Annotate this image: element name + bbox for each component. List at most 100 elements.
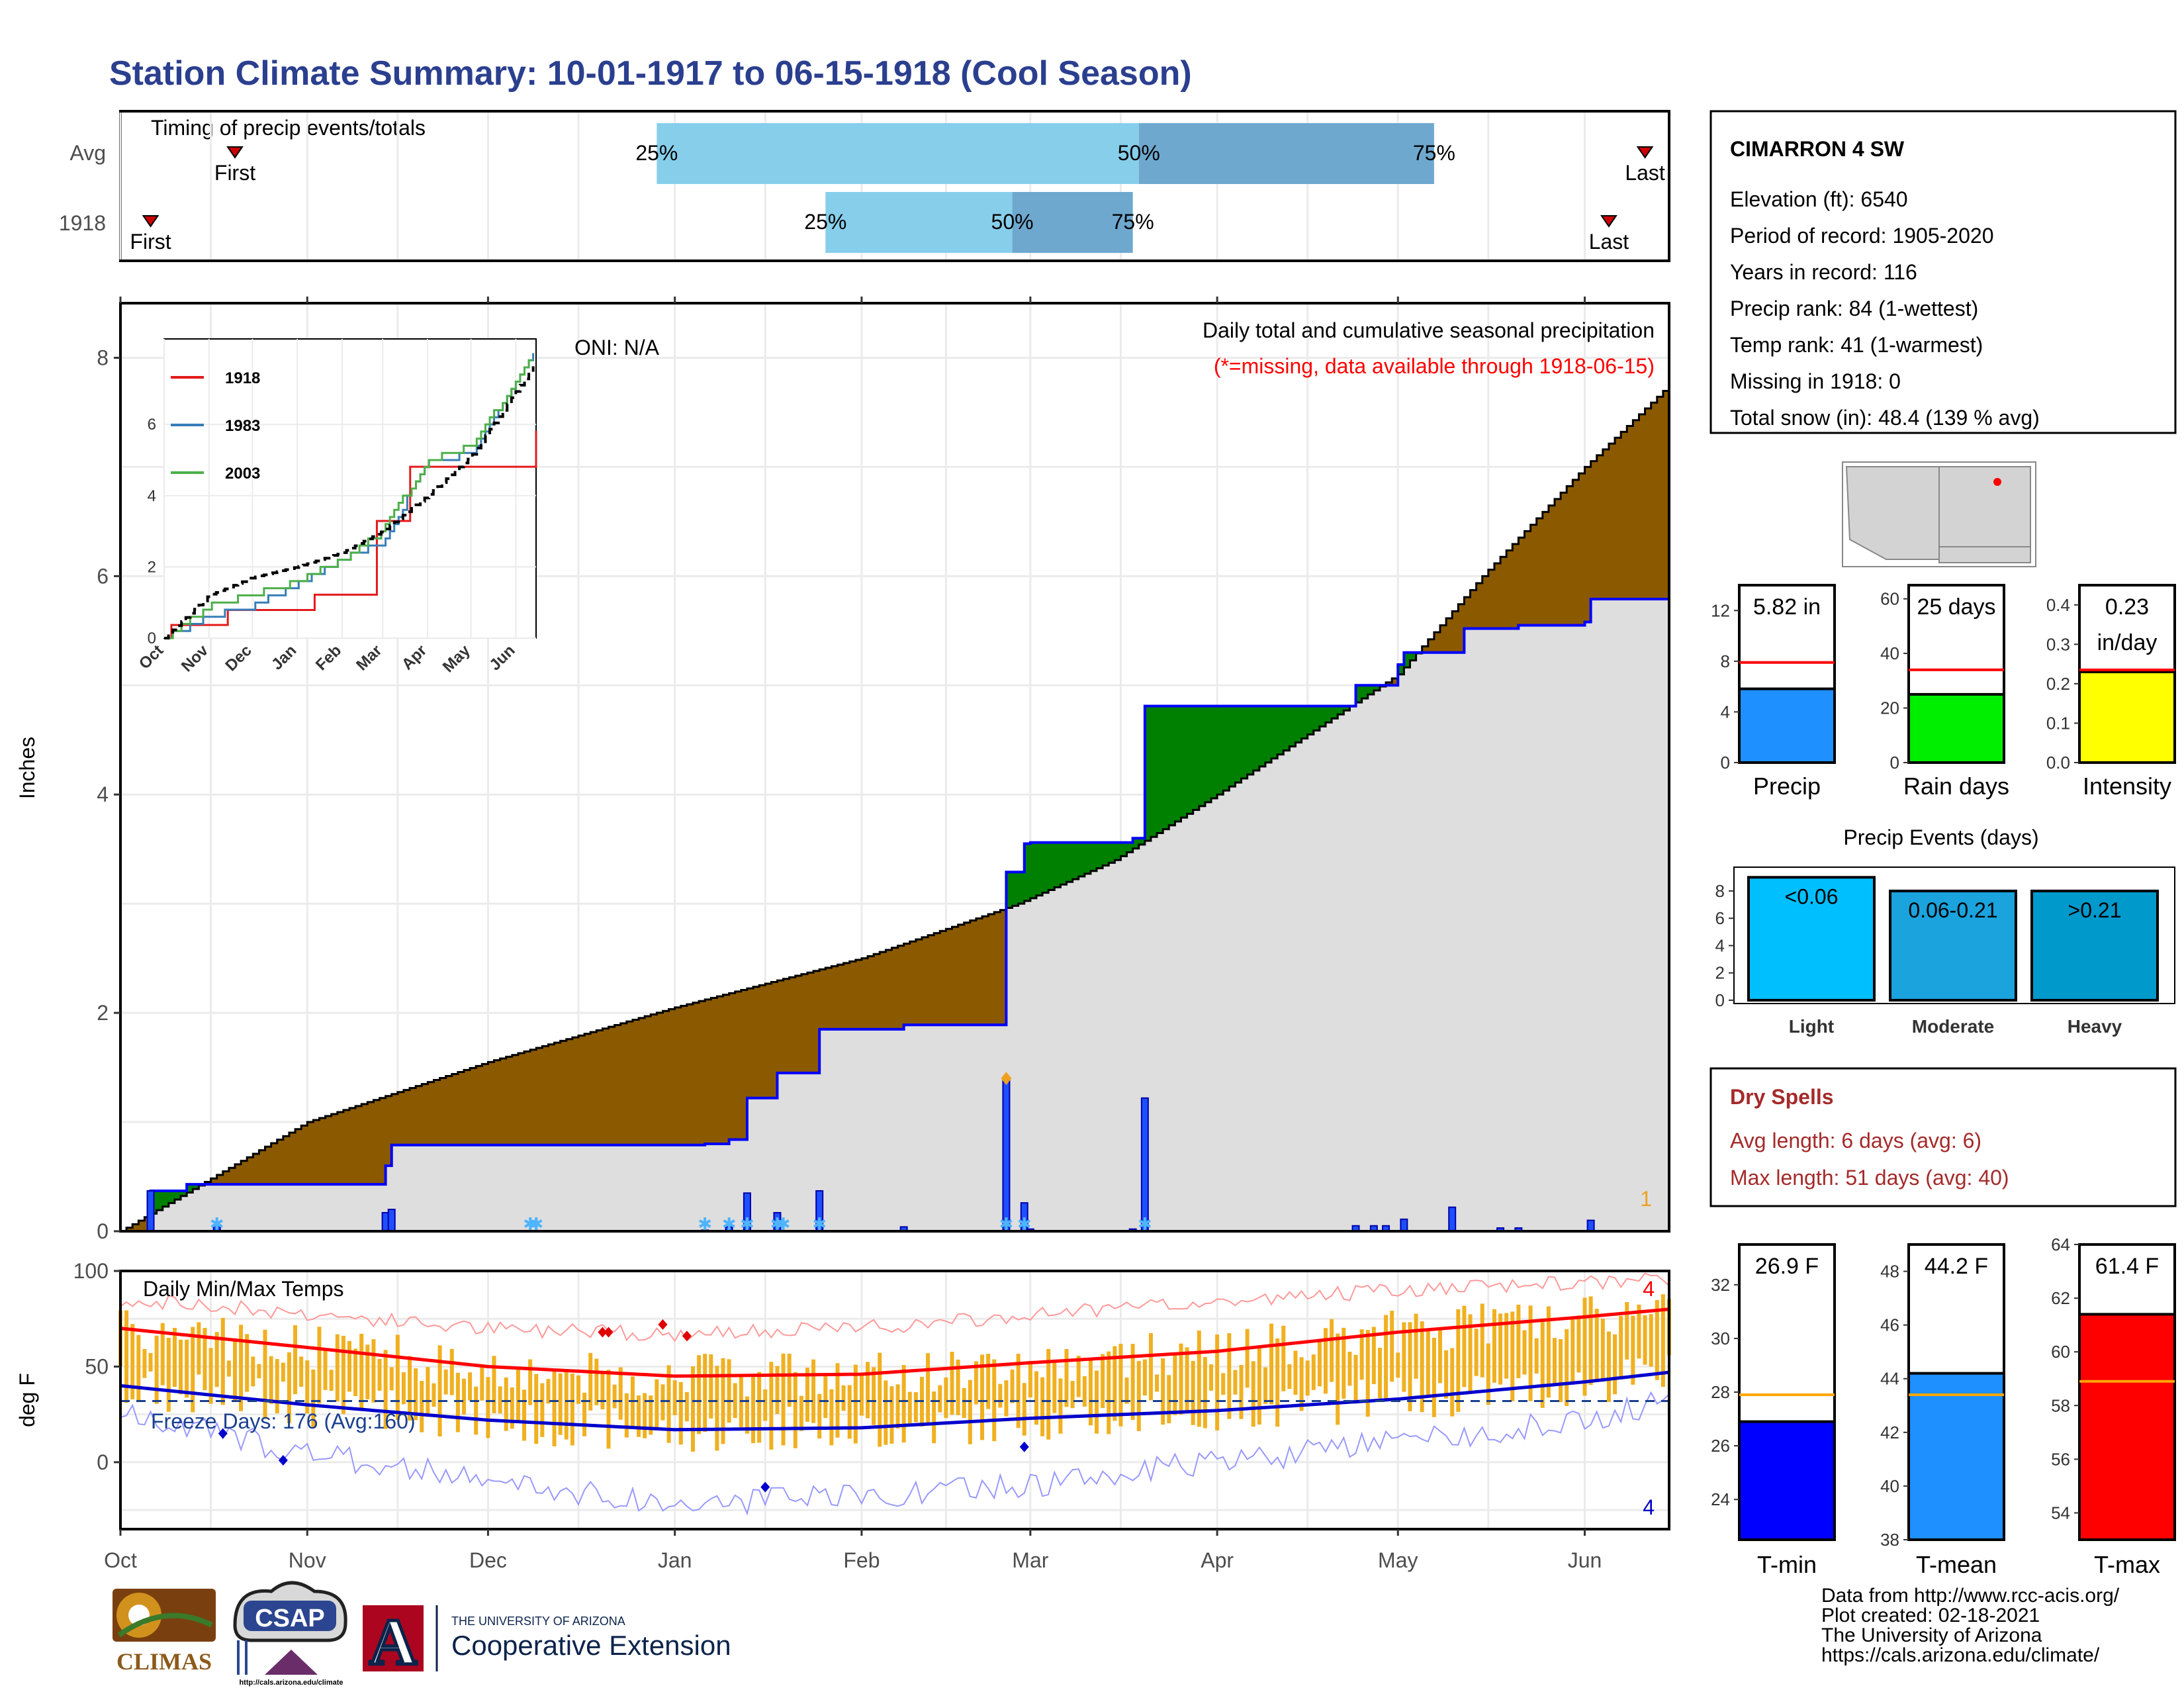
daily-temp-bar: [1191, 1360, 1195, 1425]
daily-temp-bar: [1269, 1323, 1274, 1405]
daily-temp-bar: [1474, 1329, 1479, 1376]
daily-temp-bar: [371, 1339, 376, 1403]
summary-bars: 0 4 8 12 5.82 in Precip 0 20 40 60 25 days Rain day…: [1711, 584, 2176, 800]
daily-temp-bar: [1637, 1304, 1641, 1359]
daily-temp-bar: [498, 1386, 502, 1414]
daily-temp-bar: [1528, 1305, 1533, 1401]
month-label: Oct: [104, 1548, 137, 1572]
timing-first-label: First: [214, 161, 255, 185]
summary-ytick-label: 46: [1880, 1315, 1899, 1335]
daily-temp-bar: [1317, 1339, 1322, 1387]
precip-surplus-area: [150, 652, 1422, 1214]
daily-temp-bar: [1492, 1309, 1496, 1383]
daily-temp-bar: [203, 1328, 207, 1391]
summary-intensity-value-label: 0.23: [2105, 594, 2149, 620]
daily-temp-bar: [1070, 1381, 1075, 1409]
daily-temp-bar: [197, 1322, 201, 1375]
daily-temp-bar: [1101, 1354, 1105, 1408]
temp-t-min-bar: [1738, 1420, 1836, 1542]
daily-temp-bar: [781, 1353, 786, 1446]
daily-temp-bar: [293, 1325, 298, 1395]
summary-ytick-label: 60: [1880, 589, 1899, 609]
daily-temp-bar: [1504, 1313, 1509, 1379]
daily-temp-bar: [769, 1362, 774, 1450]
timing-label: Timing of precip events/totals: [151, 116, 426, 140]
daily-temp-bar: [179, 1339, 183, 1395]
daily-temp-bar: [612, 1384, 617, 1409]
daily-temp-bar: [365, 1344, 370, 1399]
daily-temp-bar: [763, 1389, 768, 1421]
daily-temp-bar: [1142, 1359, 1147, 1396]
daily-temp-bar: [1486, 1343, 1490, 1405]
inset-ytick-label: 2: [148, 558, 156, 576]
daily-temp-bar: [1649, 1314, 1653, 1367]
daily-temp-bar: [1594, 1309, 1599, 1380]
daily-temp-bar: [226, 1360, 231, 1377]
record-temp-marker: [278, 1455, 288, 1466]
timing-last-label: Last: [1625, 161, 1665, 185]
daily-temp-bar: [1540, 1318, 1545, 1408]
daily-temp-bar: [540, 1383, 545, 1437]
timing-first-marker: [142, 215, 159, 228]
daily-temp-bar: [643, 1393, 647, 1438]
daily-temp-bar: [1510, 1311, 1515, 1401]
climas-logo-text: CLIMAS: [116, 1648, 212, 1675]
daily-temp-bar: [1498, 1313, 1503, 1385]
daily-temp-bar: [534, 1374, 539, 1444]
record-temp-marker: [1019, 1441, 1029, 1452]
daily-temp-bar: [347, 1340, 351, 1392]
daily-temp-bar: [1311, 1354, 1316, 1390]
daily-temp-bar: [455, 1372, 460, 1432]
events-bar-heavy: [2030, 889, 2159, 1002]
precip-deficit-area: [120, 385, 1669, 1232]
station-info-line: Elevation (ft): 6540: [1730, 187, 1908, 211]
daily-temp-bar: [191, 1327, 195, 1413]
summary-ytick-label: 58: [2051, 1395, 2070, 1415]
daily-temp-bar: [1432, 1337, 1436, 1417]
snow-marker: ✱: [529, 1215, 543, 1235]
daily-temp-bar: [437, 1345, 442, 1437]
daily-temp-bar: [570, 1374, 574, 1446]
daily-temp-bar: [323, 1350, 328, 1390]
daily-temp-bar: [504, 1377, 508, 1431]
precip-ytick-label: 6: [97, 564, 109, 588]
avg-max-line: [120, 1307, 1670, 1378]
events-ytick-label: 4: [1715, 935, 1725, 955]
daily-temp-bar: [666, 1365, 671, 1443]
daily-temp-bar: [1456, 1309, 1461, 1412]
daily-temp-bar: [793, 1372, 797, 1448]
summary-ytick-label: 40: [1880, 643, 1899, 663]
record-temp-marker: [760, 1481, 770, 1493]
timing-last-label: Last: [1589, 230, 1629, 254]
daily-temp-bar: [426, 1367, 430, 1417]
daily-temp-bar: [239, 1325, 244, 1411]
inset-line-avg: [164, 366, 535, 639]
daily-temp-bar: [443, 1369, 448, 1395]
precip-ylabel: Inches: [15, 737, 39, 799]
daily-temp-bar: [823, 1373, 828, 1419]
daily-precip-bar: [1448, 1206, 1457, 1232]
precip-frame: [119, 302, 1670, 1233]
precip-caption: Daily total and cumulative seasonal prec…: [1203, 318, 1655, 342]
summary-bar-name: Intensity: [2083, 773, 2171, 800]
events-category-label: Light: [1789, 1016, 1834, 1037]
daily-temp-bar: [401, 1372, 406, 1405]
daily-temp-bar: [895, 1384, 900, 1429]
daily-temp-bar: [185, 1339, 189, 1398]
summary-ytick-label: 48: [1880, 1262, 1899, 1282]
daily-temp-bar: [449, 1348, 454, 1395]
daily-temp-bar: [1342, 1327, 1346, 1399]
daily-temp-bar: [901, 1365, 906, 1443]
daily-temp-bar: [697, 1355, 702, 1434]
inset-ytick-label: 0: [148, 630, 156, 647]
daily-temp-bar: [154, 1335, 159, 1404]
timing-bar-q1: [657, 123, 1139, 184]
daily-temp-bar: [389, 1367, 394, 1391]
daily-temp-bar: [1275, 1338, 1280, 1427]
month-label: May: [1378, 1548, 1418, 1572]
daily-temp-bar: [600, 1371, 605, 1409]
daily-temp-bar: [1124, 1377, 1129, 1404]
precip-ytick-label: 0: [97, 1219, 109, 1243]
month-label: Jan: [658, 1548, 692, 1572]
daily-temp-bar: [1516, 1304, 1521, 1379]
